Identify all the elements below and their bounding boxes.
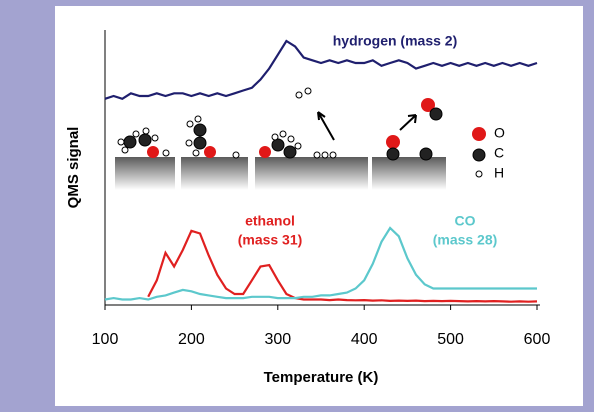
- series-label: CO: [455, 213, 476, 229]
- x-tick-label: 600: [524, 331, 551, 348]
- series-label: ethanol: [245, 213, 295, 229]
- x-axis-label: Temperature (K): [264, 369, 379, 386]
- x-tick-label: 200: [178, 331, 205, 348]
- diagram-legend-label: H: [494, 165, 504, 181]
- chart: 100 200 300 400 500 600 Temperature (K) QMS sig…: [0, 0, 594, 412]
- diagram-legend-label: O: [494, 125, 505, 141]
- diagram-legend-label: C: [494, 145, 504, 161]
- x-tick-label: 500: [437, 331, 464, 348]
- x-tick-label: 400: [351, 331, 378, 348]
- series-sublabel: (mass 28): [433, 232, 498, 248]
- x-tick-label: 300: [264, 331, 291, 348]
- series-label: hydrogen (mass 2): [333, 33, 457, 49]
- x-tick-label: 100: [92, 331, 119, 348]
- page: 100 200 300 400 500 600 Temperature (K) QMS sig…: [0, 0, 594, 412]
- panel: [55, 6, 583, 406]
- y-axis-label: QMS signal: [65, 127, 82, 209]
- series-sublabel: (mass 31): [238, 232, 303, 248]
